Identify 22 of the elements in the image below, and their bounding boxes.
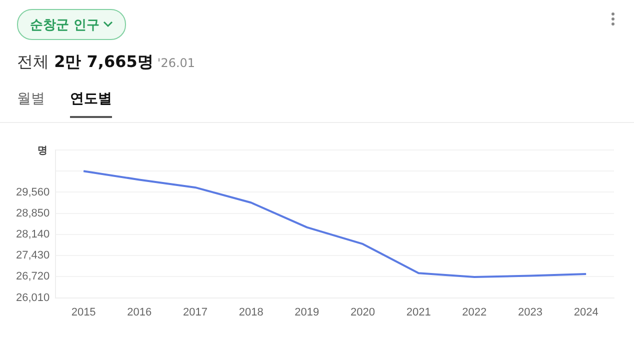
- x-tick-label: 2016: [127, 306, 152, 318]
- x-tick-label: 2023: [518, 306, 542, 318]
- y-axis-title: 명: [38, 146, 48, 157]
- text: 연도별: [70, 90, 112, 118]
- y-tick-label: 26,010: [16, 292, 50, 304]
- y-tick-label: 29,560: [16, 186, 50, 198]
- x-tick-label: 2018: [238, 306, 264, 318]
- chart-subtitle: 전체 2만 7,665명: [17, 52, 154, 71]
- text: 월별: [17, 90, 45, 108]
- y-tick-label: 27,430: [16, 250, 50, 262]
- x-tick-label: 2015: [71, 306, 96, 318]
- y-tick-label: 28,140: [16, 228, 50, 240]
- chart-title: 순창군 인구: [30, 16, 100, 34]
- y-tick-label: 28,850: [16, 207, 50, 220]
- x-tick-label: 2019: [294, 306, 320, 318]
- x-tick-label: 2017: [182, 306, 208, 318]
- text: '26.01: [157, 56, 196, 70]
- x-tick-label: 2024: [574, 306, 598, 318]
- x-tick-label: 2022: [462, 306, 487, 318]
- y-tick-label: 26,720: [16, 270, 50, 283]
- x-tick-label: 2021: [406, 306, 431, 318]
- x-tick-label: 2020: [350, 306, 375, 318]
